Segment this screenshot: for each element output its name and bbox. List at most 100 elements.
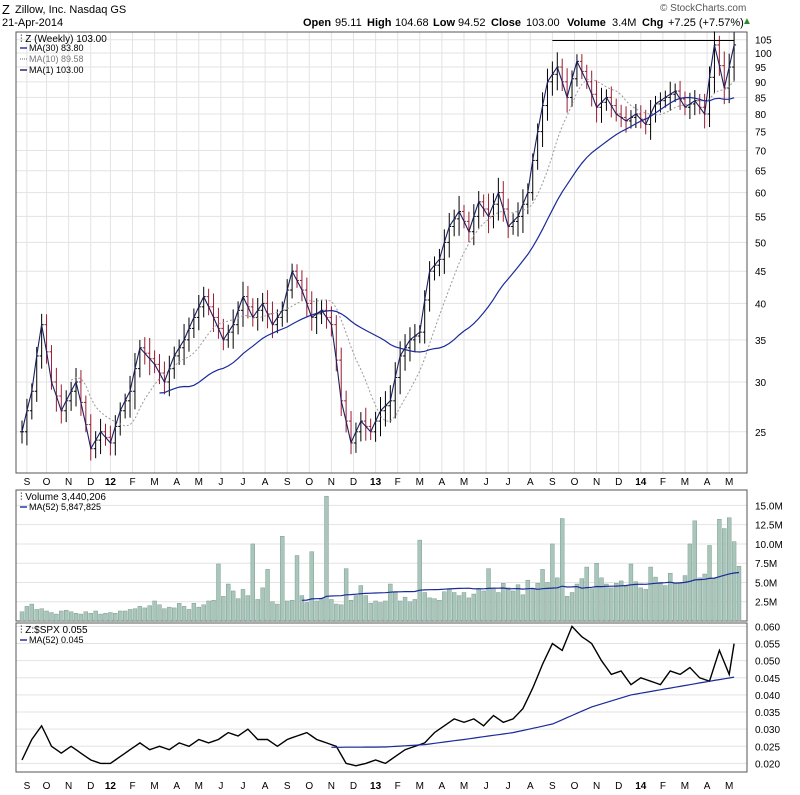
volume-bar bbox=[255, 599, 260, 622]
x-axis-label: M bbox=[195, 781, 203, 792]
x-axis-label: S bbox=[284, 477, 291, 488]
close-label: Close bbox=[491, 17, 521, 29]
volume-bar bbox=[481, 590, 486, 622]
chart-date: 21-Apr-2014 bbox=[2, 17, 64, 29]
x-axis-label: D bbox=[350, 477, 357, 488]
volume-bar bbox=[388, 583, 393, 622]
volume-bar bbox=[540, 569, 545, 622]
x-axis-label: M bbox=[195, 477, 203, 488]
price-tick-label: 30 bbox=[755, 378, 767, 389]
x-axis-label: D bbox=[87, 477, 94, 488]
volume-bar bbox=[496, 592, 501, 622]
volume-bar bbox=[736, 566, 742, 622]
relative-strength-panel: 0.020 0.025 0.030 0.035 0.040 0.045 0.050 0.055… bbox=[15, 622, 780, 773]
x-axis-label: F bbox=[660, 477, 666, 488]
volume-bar bbox=[363, 595, 368, 622]
x-axis-label: O bbox=[571, 477, 579, 488]
volume-bar bbox=[88, 613, 93, 622]
volume-bar bbox=[270, 601, 275, 622]
high-value: 104.68 bbox=[395, 17, 429, 29]
x-axis-label: F bbox=[129, 781, 135, 792]
volume-bar bbox=[324, 495, 329, 622]
volume-bar bbox=[530, 589, 535, 622]
x-axis-label: M bbox=[460, 781, 468, 792]
ratio-ma52-line bbox=[331, 676, 735, 748]
x-axis-label: 12 bbox=[105, 781, 117, 792]
x-axis-label: S bbox=[24, 477, 31, 488]
volume-bar bbox=[697, 577, 702, 622]
price-tick-label: 35 bbox=[755, 336, 767, 347]
x-axis-label: S bbox=[549, 781, 556, 792]
x-axis-label: 13 bbox=[370, 781, 382, 792]
volume-bar bbox=[569, 592, 575, 622]
high-label: High bbox=[367, 17, 392, 29]
volume-bar bbox=[442, 591, 447, 622]
volume-tick-label: 2.5M bbox=[755, 598, 777, 609]
volume-bar bbox=[727, 517, 732, 622]
x-axis-label: J bbox=[484, 477, 489, 488]
x-axis-label: O bbox=[305, 781, 313, 792]
x-axis-label: N bbox=[593, 477, 600, 488]
volume-bar bbox=[506, 587, 511, 622]
volume-bar bbox=[731, 541, 737, 622]
volume-bar bbox=[397, 600, 403, 622]
x-axis-label: S bbox=[24, 781, 31, 792]
volume-bar bbox=[314, 600, 319, 622]
volume-bar bbox=[113, 613, 118, 622]
x-axis-label: M bbox=[416, 477, 424, 488]
price-tick-label: 75 bbox=[755, 128, 767, 139]
volume-bar bbox=[402, 596, 408, 622]
volume-bar bbox=[186, 609, 192, 622]
x-axis-label: M bbox=[460, 477, 468, 488]
volume-bar bbox=[358, 585, 364, 622]
volume-bar bbox=[211, 599, 216, 622]
volume-bar bbox=[265, 569, 270, 622]
x-axis-label: O bbox=[43, 477, 51, 488]
volume-bar bbox=[34, 609, 39, 622]
volume-bar bbox=[550, 543, 555, 622]
x-axis-label: J bbox=[240, 781, 245, 792]
volume-bar bbox=[29, 603, 34, 622]
ratio-tick-label: 0.055 bbox=[755, 640, 780, 651]
volume-bar bbox=[638, 587, 643, 622]
volume-tick-label: 7.5M bbox=[755, 559, 777, 570]
open-value: 95.11 bbox=[335, 17, 362, 29]
volume-bar bbox=[437, 599, 442, 622]
volume-bar bbox=[476, 588, 481, 622]
x-axis-label: D bbox=[87, 781, 94, 792]
volume-bar bbox=[348, 599, 354, 622]
x-axis-label: M bbox=[150, 781, 158, 792]
volume-bar bbox=[712, 578, 717, 622]
volume-bar bbox=[19, 611, 25, 622]
ratio-legend-label: MA(52) 0.045 bbox=[29, 635, 84, 645]
volume-bar bbox=[176, 603, 182, 622]
volume-bar bbox=[653, 576, 658, 622]
volume-bar bbox=[682, 575, 688, 622]
price-tick-label: 40 bbox=[755, 299, 767, 310]
price-tick-label: 105 bbox=[755, 36, 772, 47]
x-axis-label: J bbox=[218, 781, 223, 792]
x-axis-label: O bbox=[43, 781, 51, 792]
x-axis-label: M bbox=[725, 477, 733, 488]
x-axis-label: 14 bbox=[635, 781, 647, 792]
volume-bar bbox=[147, 605, 152, 622]
volume-bar bbox=[383, 600, 388, 622]
chg-value: +7.25 (+7.57%) bbox=[668, 17, 744, 29]
volume-bar bbox=[250, 543, 255, 622]
price-tick-label: 70 bbox=[755, 146, 767, 157]
volume-bar bbox=[412, 599, 418, 622]
x-axis-label: S bbox=[549, 477, 556, 488]
volume-bar bbox=[368, 603, 373, 622]
volume-bar bbox=[378, 602, 383, 622]
volume-bar bbox=[672, 583, 678, 622]
volume-tick-label: 10.0M bbox=[755, 540, 783, 551]
volume-bar bbox=[226, 583, 231, 622]
ratio-tick-label: 0.050 bbox=[755, 657, 780, 668]
volume-bar bbox=[299, 595, 305, 622]
x-axis-label: F bbox=[129, 477, 135, 488]
price-panel-title: ⫶ Z (Weekly) 103.00 bbox=[20, 34, 107, 45]
chart-header: Z Zillow, Inc. Nasdaq GS 21-Apr-2014 © S… bbox=[0, 0, 800, 32]
volume-bar bbox=[594, 563, 599, 622]
x-axis-label: F bbox=[660, 781, 666, 792]
company-name: Zillow, Inc. Nasdaq GS bbox=[15, 4, 127, 16]
